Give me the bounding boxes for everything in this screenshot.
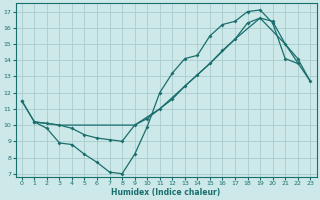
X-axis label: Humidex (Indice chaleur): Humidex (Indice chaleur) xyxy=(111,188,221,197)
